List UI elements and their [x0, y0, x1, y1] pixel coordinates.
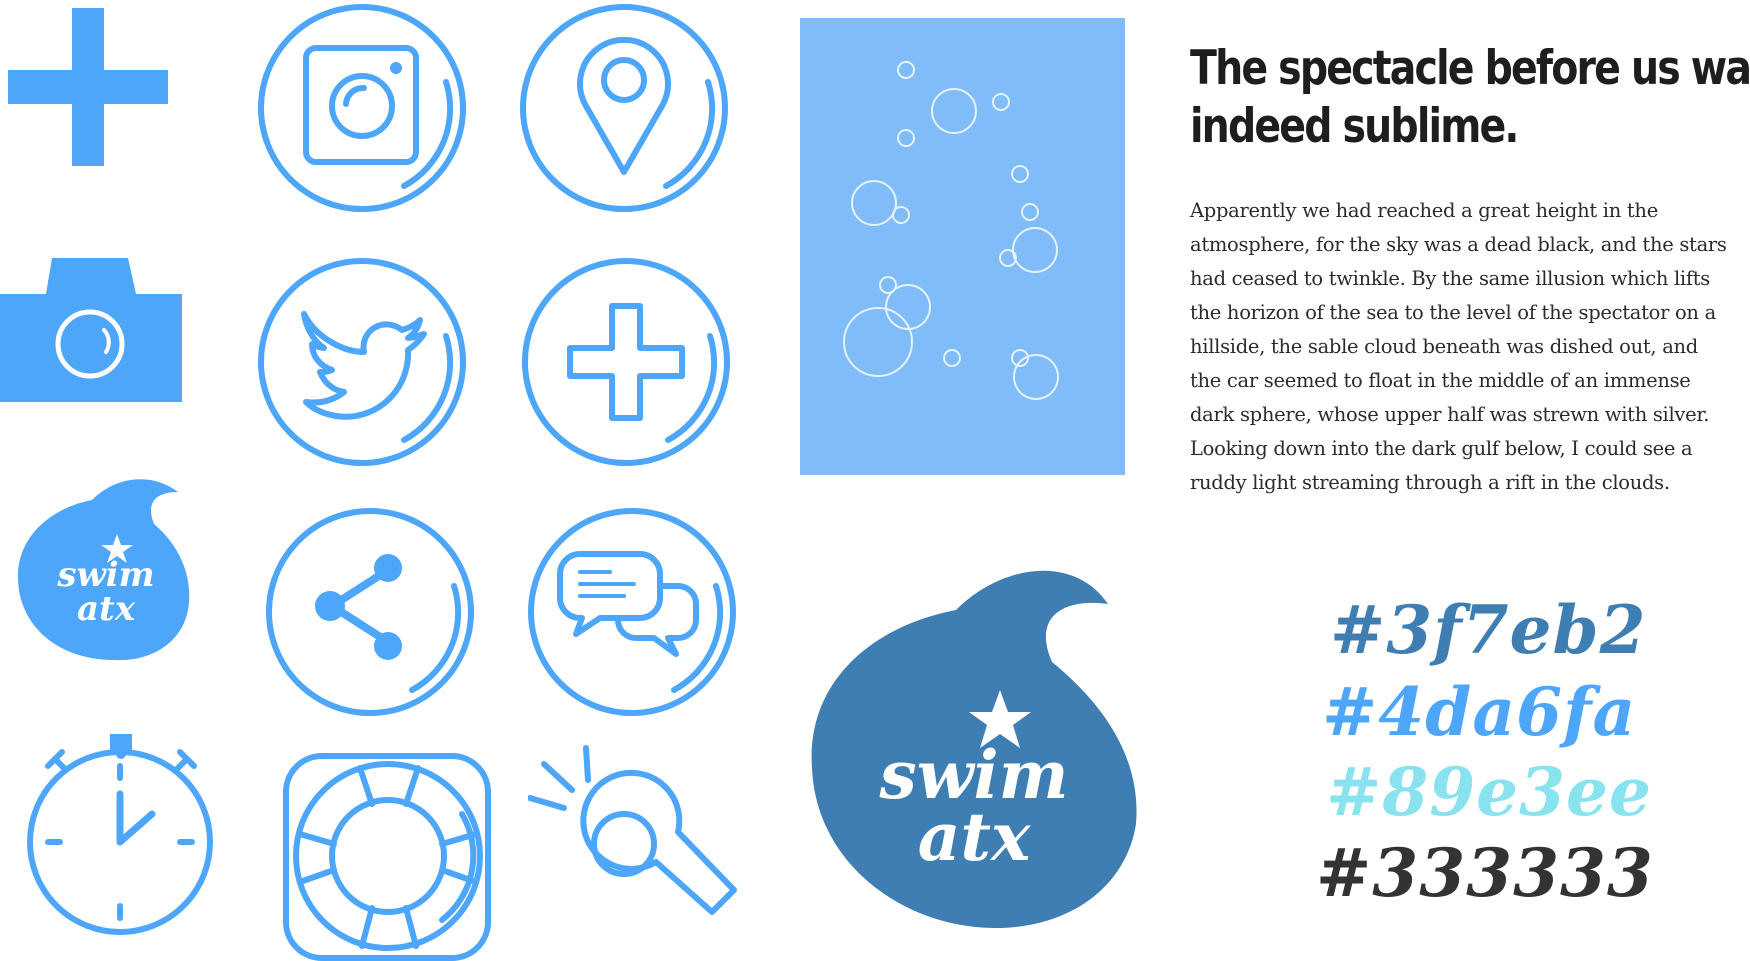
palette-swatch-dark-blue: #3f7eb2 [1330, 591, 1647, 669]
palette-swatch-blue: #4da6fa [1322, 673, 1637, 751]
plus-icon [8, 8, 168, 168]
palette-swatch-light-blue: #89e3ee [1326, 753, 1653, 831]
body-line: the car seemed to float in the middle of… [1190, 369, 1691, 392]
instagram-icon [256, 2, 468, 214]
body-line: hillside, the sable cloud beneath was di… [1190, 335, 1698, 358]
plus-circle-icon [520, 256, 732, 468]
whistle-icon [528, 744, 748, 934]
chat-bubbles-icon [528, 506, 740, 718]
logo-large-text-line2: atx [918, 798, 1031, 876]
logo-text-line2: atx [77, 589, 136, 629]
body-line: Looking down into the dark gulf below, I… [1190, 437, 1693, 460]
article-heading: The spectacle before us was indeed subli… [1190, 40, 1750, 156]
heading-line-1: The spectacle before us was [1190, 41, 1750, 96]
body-line: atmosphere, for the sky was a dead black… [1190, 233, 1727, 256]
heading-line-2: indeed sublime. [1190, 99, 1519, 154]
share-icon [264, 506, 476, 718]
article-body: Apparently we had reached a great height… [1190, 194, 1750, 500]
body-line: the horizon of the sea to the level of t… [1190, 301, 1716, 324]
body-line: dark sphere, whose upper half was strewn… [1190, 403, 1710, 426]
twitter-icon [256, 256, 468, 468]
body-line: Apparently we had reached a great height… [1190, 199, 1658, 222]
location-pin-icon [520, 2, 732, 214]
logo-text-line1: swim [56, 555, 154, 595]
swim-atx-logo-large: swim atx [806, 562, 1146, 932]
stopwatch-icon [22, 730, 222, 945]
palette-swatch-dark: #333333 [1316, 834, 1654, 912]
body-line: ruddy light streaming through a rift in … [1190, 471, 1670, 494]
body-line: had ceased to twinkle. By the same illus… [1190, 267, 1711, 290]
camera-icon [0, 258, 185, 404]
swim-atx-logo: swim atx [14, 464, 194, 664]
bubbles-panel [800, 18, 1125, 475]
logo-large-text-line1: swim [879, 736, 1069, 814]
life-ring-icon [282, 752, 494, 961]
